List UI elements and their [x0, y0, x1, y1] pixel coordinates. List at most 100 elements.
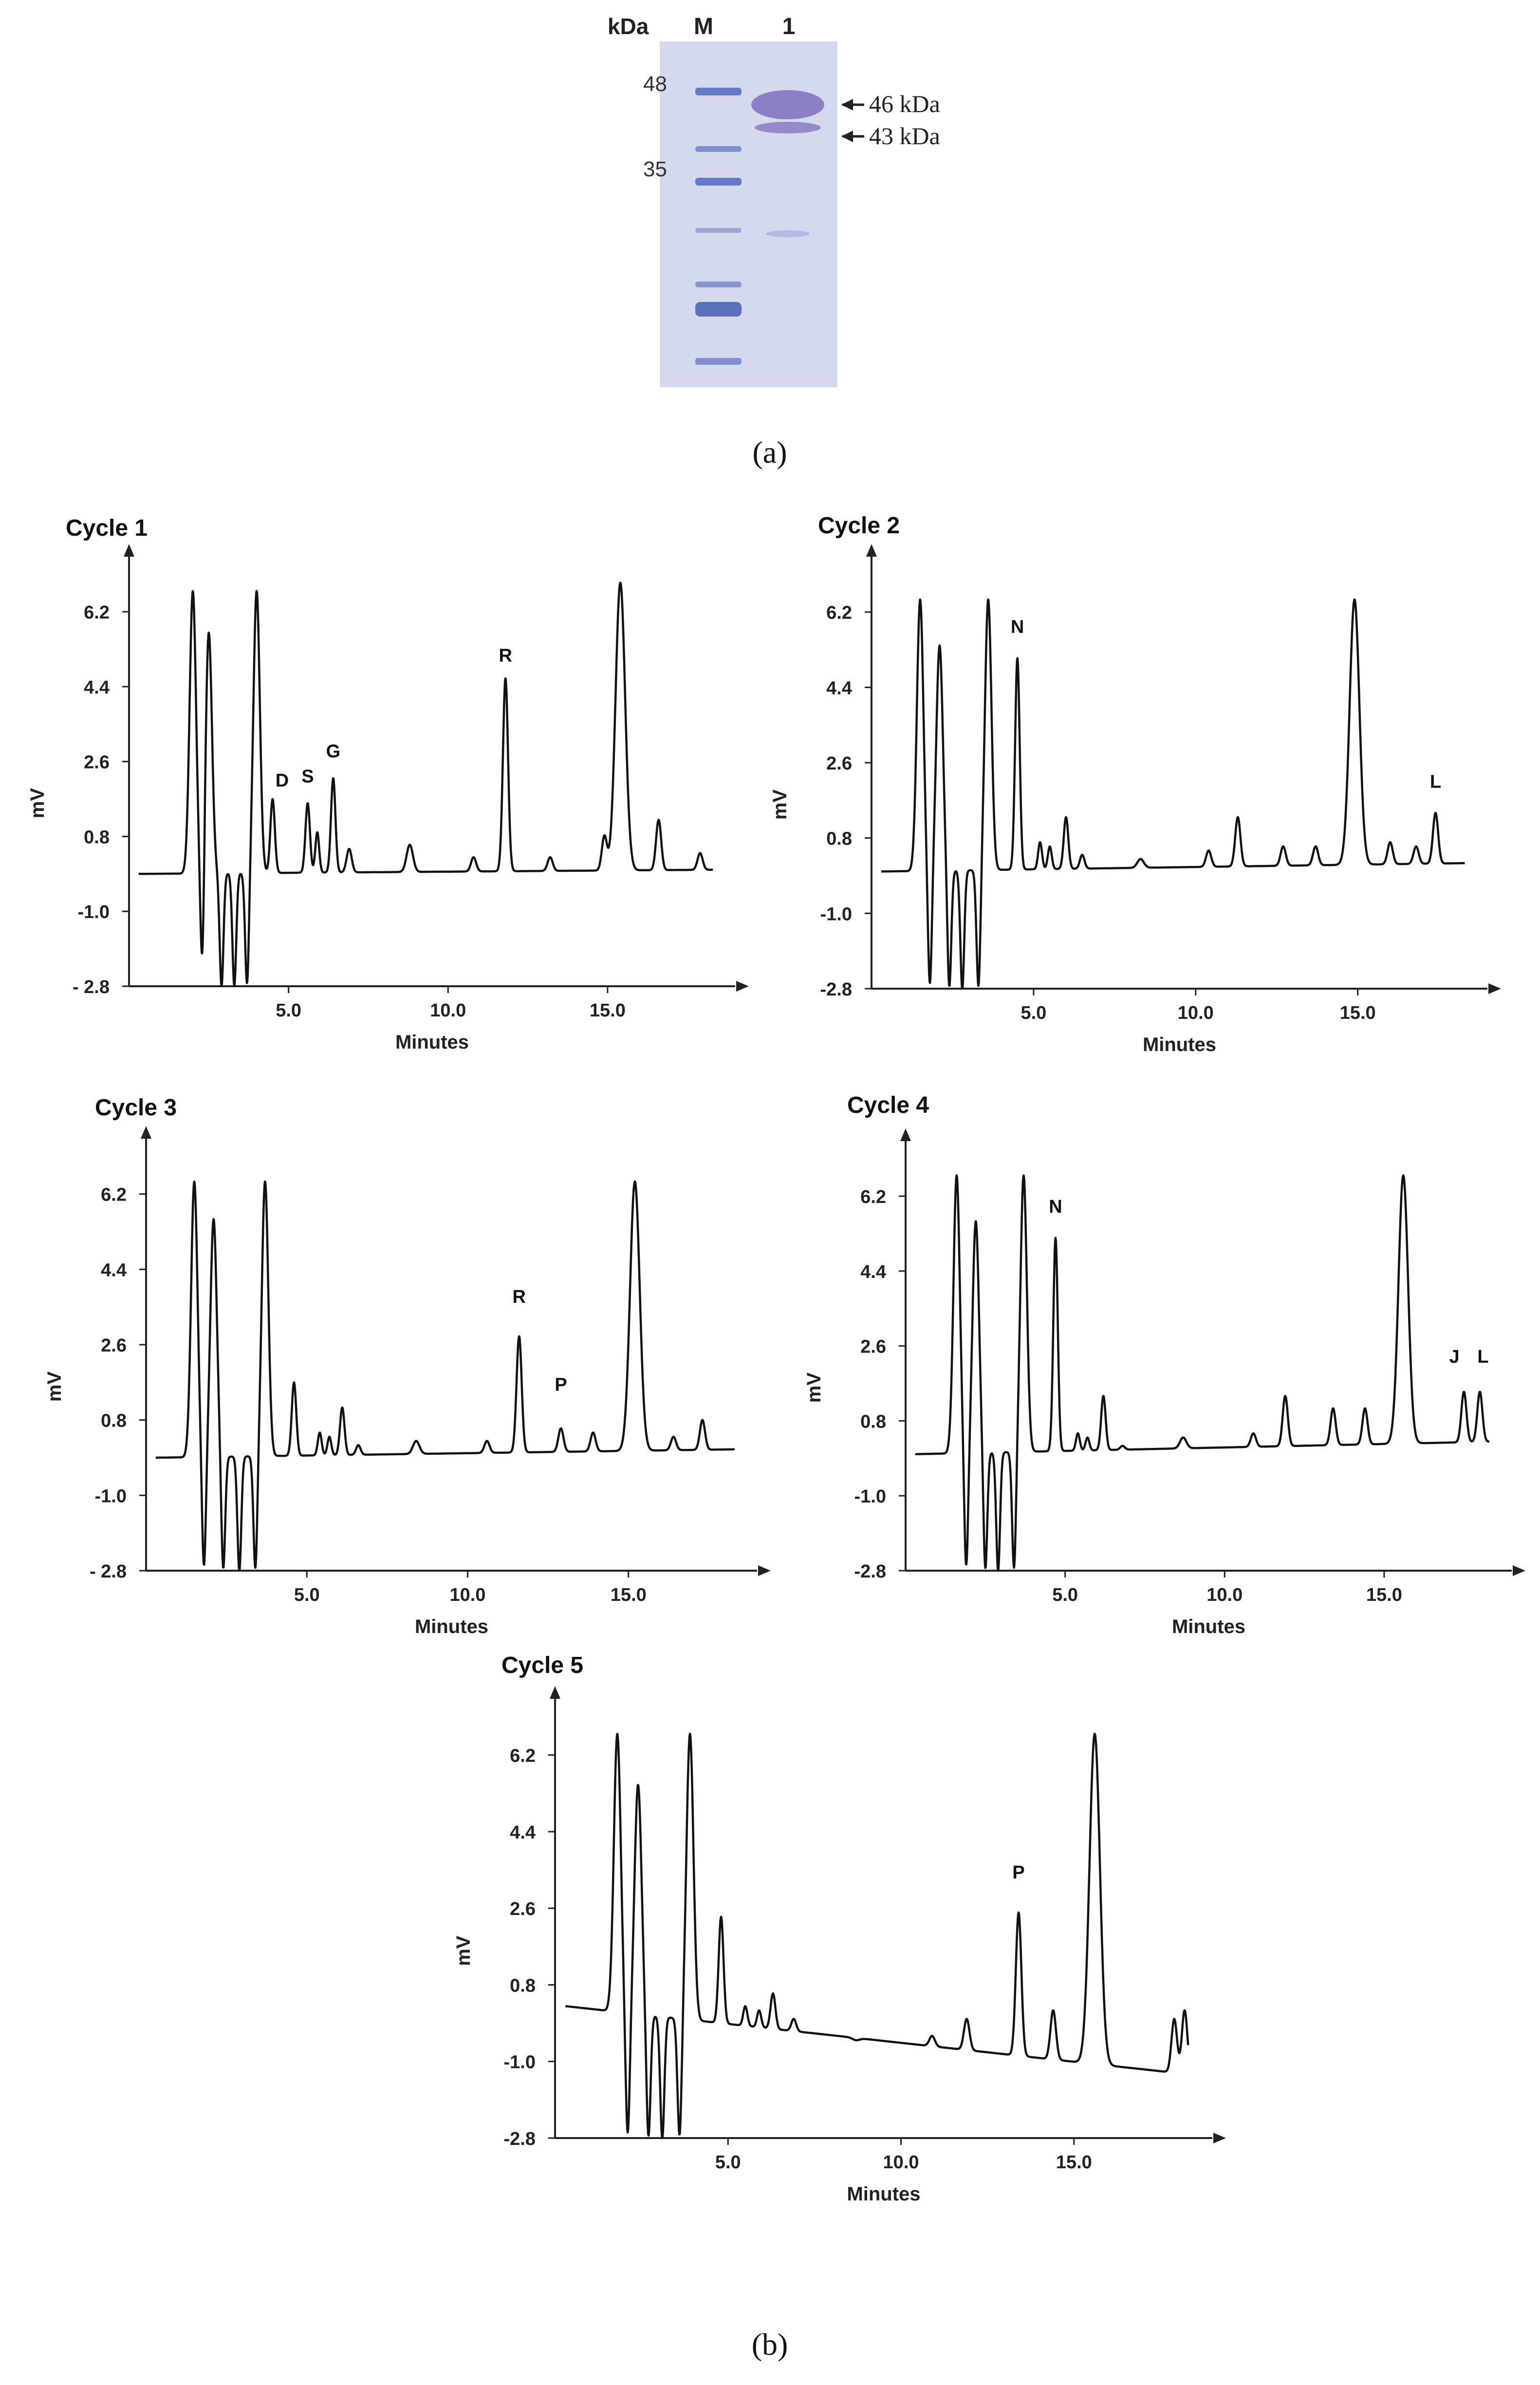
peak-apex [1049, 845, 1051, 847]
y-tick-label: 6.2 [860, 1187, 886, 1207]
peak-apex [1065, 816, 1067, 818]
y-axis-label: mV [44, 1371, 65, 1402]
peak-apex [1102, 1395, 1105, 1397]
y-axis-arrow [550, 1686, 560, 1699]
peak-apex [1081, 854, 1083, 856]
peak-apex [1402, 1174, 1405, 1177]
peak-apex [549, 856, 551, 859]
peak-apex [486, 1440, 488, 1442]
chromatogram-cycle-4: Cycle 4 6.2 4.4 2.6 0.8 -1.0 -2.8 5.0 10.0 15.0 Mi… [803, 1092, 1525, 1637]
y-tick-label: -2.8 [504, 2129, 536, 2149]
x-axis-label: Minutes [1172, 1616, 1245, 1637]
y-tick-label: -2.8 [820, 979, 852, 1000]
y-tick-label: 0.8 [826, 829, 852, 849]
y-tick-label: 4.4 [84, 677, 110, 698]
peak-apex [1207, 849, 1210, 852]
gel-band [695, 282, 742, 287]
chart-title: Cycle 5 [501, 1653, 583, 1678]
peak-apex [1364, 1407, 1366, 1409]
gel-band [695, 302, 742, 317]
peak-apex [744, 2005, 746, 2008]
y-tick-label: -1.0 [95, 1486, 127, 1506]
y-tick-label: 2.6 [860, 1337, 886, 1357]
chart-title: Cycle 4 [847, 1092, 929, 1118]
peak-apex [701, 1419, 704, 1421]
y-tick-label: 0.8 [84, 827, 110, 847]
x-axis-arrow [1513, 1565, 1525, 1576]
peak-apex [306, 802, 309, 805]
peak-apex [1237, 816, 1239, 818]
y-tick-label: 6.2 [510, 1746, 536, 1766]
y-axis-arrow [866, 544, 877, 557]
panel-a-label: (a) [752, 435, 787, 469]
peak-apex [699, 852, 701, 854]
peak-apex [965, 2018, 968, 2020]
peak-apex [1022, 1174, 1025, 1177]
chromatogram-trace [914, 1174, 1490, 1572]
gel-unit-label: kDa [608, 14, 649, 39]
peak-apex [472, 856, 475, 859]
y-tick-label: - 2.8 [73, 977, 110, 997]
peak-apex [328, 1436, 331, 1438]
peak-apex [1094, 1732, 1096, 1735]
peak-apex [758, 2009, 761, 2011]
x-tick-label: 15.0 [1340, 1003, 1376, 1023]
peak-apex [1039, 841, 1041, 844]
peak-apex [1252, 1432, 1255, 1435]
y-tick-label: 2.6 [826, 753, 852, 774]
peak-apex [1076, 1432, 1079, 1435]
peak-annotation: L [1477, 1347, 1488, 1367]
x-tick-label: 10.0 [450, 1585, 486, 1605]
peak-apex [672, 1436, 675, 1438]
peak-apex [975, 1220, 977, 1222]
y-axis-arrow [124, 544, 134, 557]
peak-apex [357, 1444, 359, 1446]
peak-annotation: P [1012, 1862, 1024, 1883]
peak-apex [504, 677, 507, 679]
peak-apex [1173, 2018, 1175, 2020]
y-tick-label: - 2.8 [90, 1561, 127, 1582]
peak-apex [1016, 657, 1019, 659]
peak-apex [271, 798, 274, 800]
peak-apex [1434, 812, 1437, 814]
peak-apex [1139, 858, 1142, 860]
peak-apex [657, 819, 660, 821]
peak-annotation: N [1049, 1197, 1062, 1217]
peak-apex [793, 2018, 795, 2020]
y-tick-label: 0.8 [101, 1411, 127, 1431]
y-tick-label: -1.0 [820, 904, 852, 924]
gel-band [695, 178, 742, 186]
peak-annotation: G [326, 741, 341, 762]
x-tick-label: 10.0 [1206, 1585, 1243, 1605]
x-axis-label: Minutes [395, 1032, 469, 1053]
peak-apex [1284, 1395, 1286, 1397]
x-axis-label: Minutes [1143, 1034, 1216, 1055]
x-tick-label: 5.0 [1052, 1585, 1078, 1605]
x-tick-label: 5.0 [294, 1585, 320, 1605]
peak-apex [316, 831, 318, 833]
peak-apex [1182, 1436, 1185, 1439]
peak-apex [634, 1180, 636, 1183]
peak-apex [720, 1916, 723, 1918]
peak-apex [689, 1732, 691, 1735]
peak-apex [192, 590, 194, 592]
peak-apex [619, 582, 622, 584]
peak-apex [1282, 845, 1284, 847]
peak-apex [1054, 1237, 1057, 1239]
peak-apex [293, 1381, 295, 1384]
y-tick-label: 2.6 [510, 1899, 536, 1919]
gel-band-label-46: 46 kDa [869, 90, 940, 117]
y-tick-label: 2.6 [101, 1335, 127, 1356]
peak-apex [332, 777, 334, 779]
peak-apex [855, 2039, 857, 2042]
peak-apex [616, 1732, 618, 1735]
chromatogram-cycle-3: Cycle 3 6.2 4.4 2.6 0.8 -1.0 - 2.8 5.0 10.0 15.0 M… [44, 1095, 771, 1637]
gel-band [695, 146, 742, 152]
x-tick-label: 15.0 [611, 1585, 647, 1605]
y-axis-label: mV [27, 788, 48, 819]
peak-apex [1479, 1390, 1481, 1393]
peak-apex [931, 2035, 933, 2037]
gel-lane-sample-label: 1 [782, 14, 796, 39]
gel-sample-band-faint [766, 230, 810, 237]
